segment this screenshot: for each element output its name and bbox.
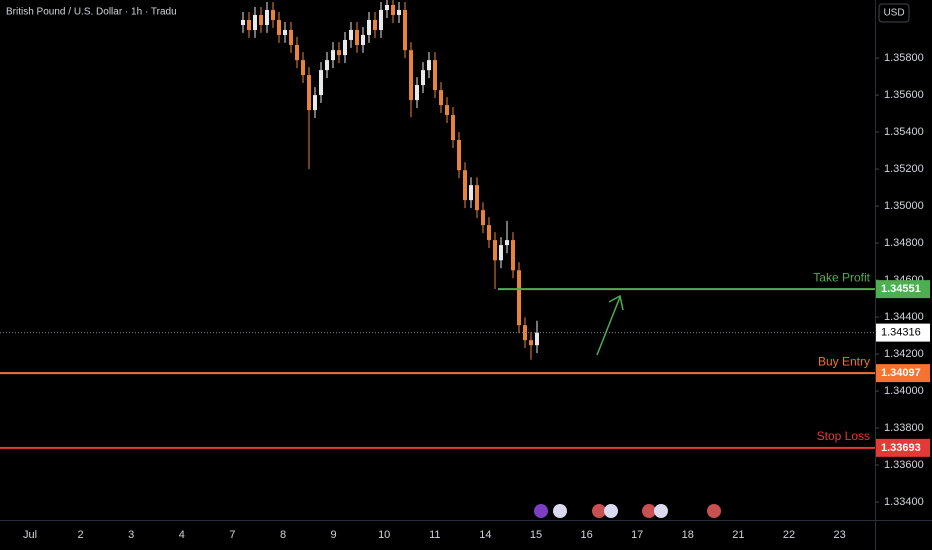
candle-body xyxy=(511,240,515,271)
y-tick-label: 1.33600 xyxy=(884,459,924,471)
level-price: 1.33693 xyxy=(881,442,921,454)
x-tick-label: 9 xyxy=(331,529,337,541)
currency-box[interactable] xyxy=(878,3,910,23)
level-name: Buy Entry xyxy=(818,354,870,368)
candle-body xyxy=(355,29,359,45)
x-tick-label: 16 xyxy=(580,529,592,541)
y-tick-label: 1.34000 xyxy=(884,385,924,397)
x-tick-label: 4 xyxy=(179,529,185,541)
candle-body xyxy=(385,4,389,10)
y-tick-label: 1.34800 xyxy=(884,237,924,249)
candle-body xyxy=(373,19,377,30)
level-box xyxy=(876,280,930,299)
candle-body xyxy=(301,60,305,76)
level-price: 1.34551 xyxy=(881,283,921,295)
y-tick-label: 1.35800 xyxy=(884,52,924,64)
candle-body xyxy=(241,19,245,25)
candle-body xyxy=(343,39,347,56)
candle-body xyxy=(451,115,455,141)
x-tick-label: 15 xyxy=(530,529,542,541)
candle-body xyxy=(289,29,293,45)
candle-body xyxy=(331,50,335,61)
y-tick-label: 1.34400 xyxy=(884,311,924,323)
candle-body xyxy=(427,60,431,71)
chart-title: British Pound / U.S. Dollar · 1h · Tradu xyxy=(6,7,177,18)
x-tick-label: 22 xyxy=(783,529,795,541)
candle-body xyxy=(517,270,521,326)
level-name: Take Profit xyxy=(813,270,870,284)
candle-body xyxy=(307,75,311,111)
candle-body xyxy=(475,185,479,211)
x-tick-label: 14 xyxy=(479,529,491,541)
candle-body xyxy=(505,240,509,246)
candle-body xyxy=(259,14,263,25)
event-icons xyxy=(534,504,721,518)
candle-body xyxy=(415,85,419,101)
candle-body xyxy=(433,60,437,91)
x-tick-label: 10 xyxy=(378,529,390,541)
candle-body xyxy=(349,29,353,40)
candle-body xyxy=(379,9,383,30)
candle-body xyxy=(499,245,503,261)
candle-body xyxy=(391,4,395,15)
candle-body xyxy=(439,90,443,106)
candle-body xyxy=(529,340,533,346)
candle-body xyxy=(409,50,413,101)
candle-body xyxy=(445,105,449,116)
candle-body xyxy=(325,60,329,71)
y-tick-label: 1.34200 xyxy=(884,348,924,360)
candle-body xyxy=(367,19,371,35)
x-tick-label: Jul xyxy=(23,529,37,541)
candle-body xyxy=(271,9,275,20)
candle-body xyxy=(265,9,269,25)
y-tick-label: 1.35000 xyxy=(884,200,924,212)
x-tick-label: 11 xyxy=(429,529,440,541)
candle-body xyxy=(487,225,491,241)
candle-body xyxy=(481,210,485,226)
y-tick-label: 1.33800 xyxy=(884,422,924,434)
candle-body xyxy=(361,34,365,45)
candle-body xyxy=(421,70,425,86)
arrow xyxy=(596,294,624,356)
y-tick-label: 1.35600 xyxy=(884,89,924,101)
current-price-box xyxy=(876,323,930,342)
candle-body xyxy=(337,50,341,56)
level-box xyxy=(876,364,930,383)
candle-body xyxy=(493,240,497,261)
current-price-label: 1.34316 xyxy=(881,327,921,339)
level-price: 1.34097 xyxy=(881,367,921,379)
candle-body xyxy=(247,19,251,30)
candle-body xyxy=(295,44,299,61)
y-tick-label: 1.35400 xyxy=(884,126,924,138)
candle-body xyxy=(463,170,467,201)
candle-body xyxy=(535,332,539,346)
x-tick-label: 18 xyxy=(682,529,694,541)
y-tick-label: 1.33400 xyxy=(884,496,924,508)
candle-body xyxy=(277,19,281,35)
y-tick-label: 1.35200 xyxy=(884,163,924,175)
candle-body xyxy=(283,29,287,35)
candle-body xyxy=(313,95,317,111)
candle-body xyxy=(253,14,257,30)
x-tick-label: 8 xyxy=(280,529,286,541)
x-tick-label: 3 xyxy=(128,529,134,541)
x-tick-label: 21 xyxy=(732,529,744,541)
candles xyxy=(241,0,539,360)
x-tick-label: 2 xyxy=(78,529,84,541)
currency[interactable]: USD xyxy=(883,8,904,19)
x-tick-label: 23 xyxy=(833,529,845,541)
x-tick-label: 17 xyxy=(631,529,643,541)
candle-body xyxy=(397,9,401,15)
level-box xyxy=(876,438,930,457)
candle-body xyxy=(457,140,461,171)
candle-body xyxy=(319,70,323,96)
x-tick-label: 7 xyxy=(229,529,235,541)
candle-body xyxy=(469,185,473,201)
candle-body xyxy=(403,9,407,51)
level-name: Stop Loss xyxy=(817,429,870,443)
